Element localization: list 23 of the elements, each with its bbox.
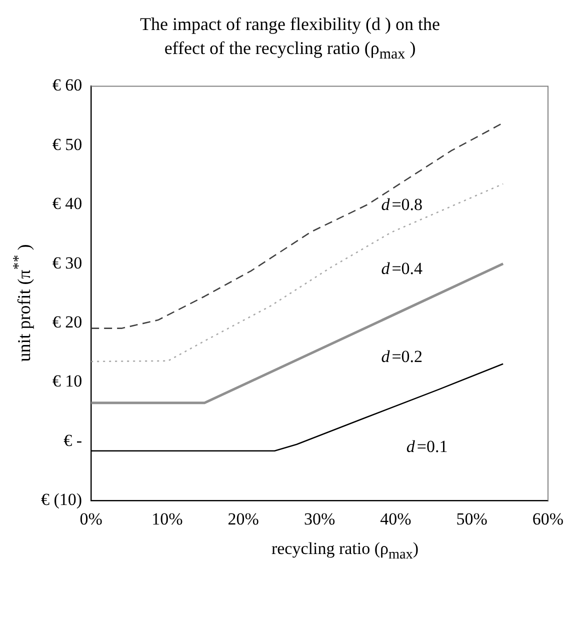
y-tick-label: € - (64, 431, 82, 450)
y-tick-label: € 30 (52, 253, 82, 272)
x-tick-label: 40% (380, 509, 412, 528)
annotation: d=0.1 (406, 437, 448, 456)
y-tick-label: € 20 (52, 312, 82, 332)
y-tick-label: € 40 (52, 194, 82, 214)
y-tick-label: € (10) (40, 490, 82, 510)
y-tick-label: € 60 (52, 76, 82, 95)
x-tick-label: 20% (228, 509, 259, 528)
x-tick-label: 60% (532, 509, 564, 528)
y-tick-label: € 10 (52, 372, 82, 391)
line-series (91, 122, 504, 330)
x-tick-label: 30% (304, 509, 336, 528)
x-tick-label: 10% (152, 509, 183, 528)
x-axis-title: recycling ratio (ρ$_{max}$) (270, 539, 420, 564)
chart-title: The impact of range flexibility (d ) on the effect of the recycling ratio (ρ$_{max}$ ) (139, 13, 441, 65)
annotation: d=0.4 (381, 259, 424, 278)
y-tick-label: € 50 (52, 135, 82, 154)
x-tick-label: 50% (456, 509, 488, 528)
annotation: d=0.8 (381, 195, 423, 214)
line-series (91, 183, 504, 362)
x-tick-label: 0% (80, 509, 102, 528)
annotation: d=0.2 (381, 347, 423, 366)
